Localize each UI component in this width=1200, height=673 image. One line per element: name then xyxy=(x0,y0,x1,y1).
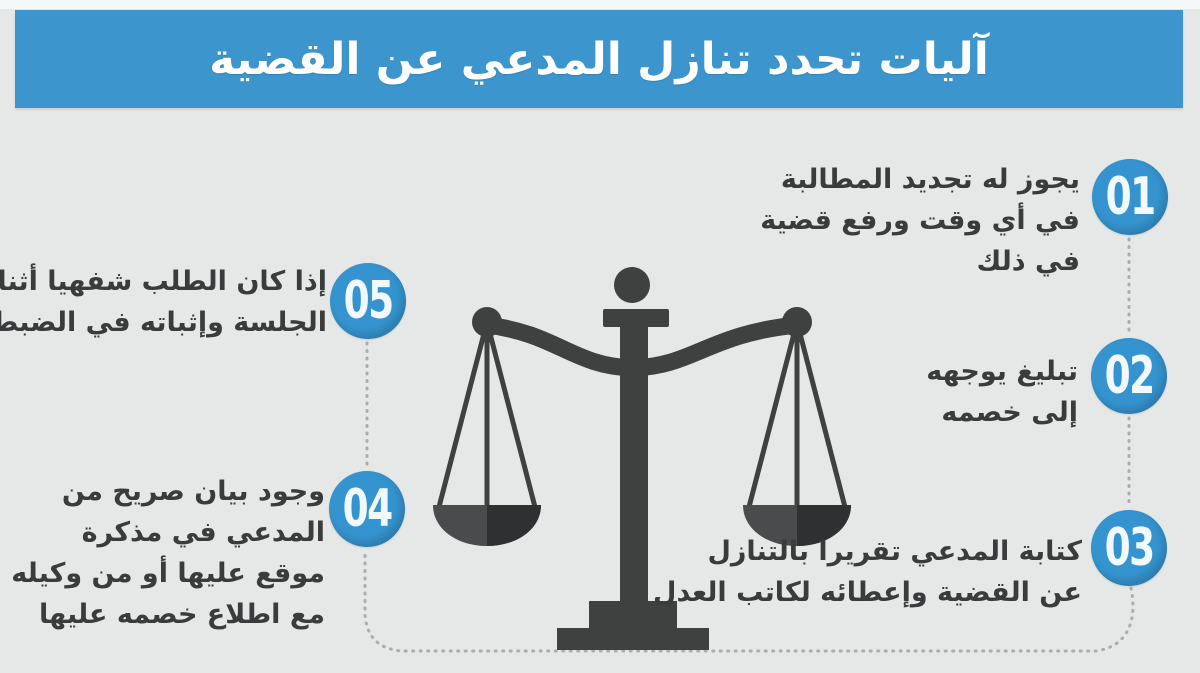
item-05-number-badge: 05 xyxy=(330,263,406,339)
item-05-number: 05 xyxy=(343,271,394,331)
title-banner: آليات تحدد تنازل المدعي عن القضية xyxy=(15,10,1183,108)
item-03-line-2: عن القضية وإعطائه لكاتب العدل xyxy=(653,577,1082,608)
item-03-number-badge: 03 xyxy=(1091,510,1167,586)
top-strip xyxy=(0,0,1200,9)
item-01-number: 01 xyxy=(1105,167,1156,227)
dotted-connector-03-bottom-04 xyxy=(363,548,1135,653)
item-04-line-2: المدعي في مذكرة xyxy=(81,517,325,548)
item-05-text: إذا كان الطلب شفهيا أثناء الجلسة وإثباته… xyxy=(0,261,327,343)
item-03-line-1: كتابة المدعي تقريرا بالتنازل xyxy=(707,536,1082,567)
item-02-line-2: إلى خصمه xyxy=(941,397,1078,428)
item-02-number: 02 xyxy=(1104,346,1155,406)
item-01-line-1: يجوز له تجديد المطالبة xyxy=(780,164,1080,195)
scales-of-justice-icon xyxy=(433,267,851,650)
item-04-line-3: موقع عليها أو من وكيله xyxy=(11,558,325,589)
item-04-line-1: وجود بيان صريح من xyxy=(61,476,325,507)
item-01-number-badge: 01 xyxy=(1092,159,1168,235)
item-01-text: يجوز له تجديد المطالبة في أي وقت ورفع قض… xyxy=(760,159,1080,282)
item-01-line-2: في أي وقت ورفع قضية xyxy=(760,205,1080,236)
item-04-number: 04 xyxy=(342,479,393,539)
item-02-line-1: تبليغ يوجهه xyxy=(926,356,1078,387)
item-02-number-badge: 02 xyxy=(1091,338,1167,414)
item-03-text: كتابة المدعي تقريرا بالتنازل عن القضية و… xyxy=(653,531,1082,613)
item-05-line-2: الجلسة وإثباته في الضبط xyxy=(0,307,327,338)
item-02-text: تبليغ يوجهه إلى خصمه xyxy=(926,351,1078,433)
item-04-number-badge: 04 xyxy=(329,471,405,547)
page-title: آليات تحدد تنازل المدعي عن القضية xyxy=(209,33,990,85)
item-04-text: وجود بيان صريح من المدعي في مذكرة موقع ع… xyxy=(11,471,325,635)
item-01-line-3: في ذلك xyxy=(976,246,1080,277)
item-03-number: 03 xyxy=(1104,518,1155,578)
item-04-line-4: مع اطلاع خصمه عليها xyxy=(39,599,325,630)
item-05-line-1: إذا كان الطلب شفهيا أثناء xyxy=(0,266,327,297)
